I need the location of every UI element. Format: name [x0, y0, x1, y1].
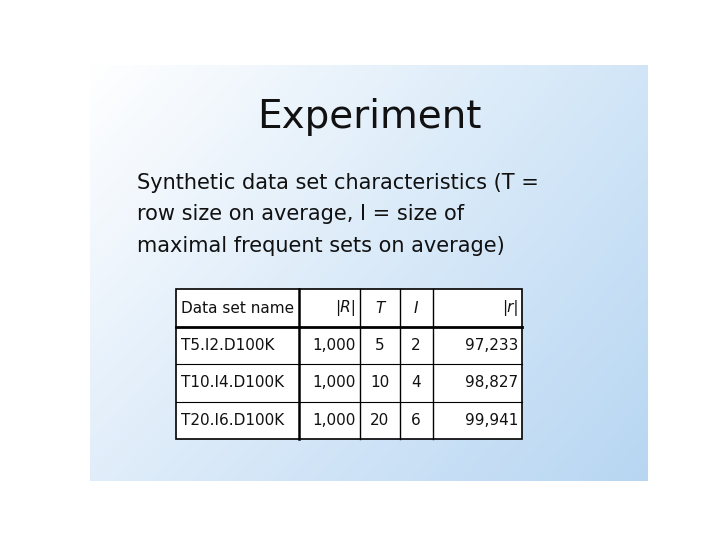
Text: 99,941: 99,941	[465, 413, 518, 428]
Text: 1,000: 1,000	[312, 375, 356, 390]
Text: Synthetic data set characteristics (T =: Synthetic data set characteristics (T =	[138, 173, 539, 193]
Text: 10: 10	[370, 375, 390, 390]
Text: row size on average, I = size of: row size on average, I = size of	[138, 205, 464, 225]
Text: 4: 4	[411, 375, 421, 390]
Text: T: T	[375, 301, 384, 315]
Text: T10.I4.D100K: T10.I4.D100K	[181, 375, 284, 390]
Text: I: I	[414, 301, 418, 315]
Text: T5.I2.D100K: T5.I2.D100K	[181, 338, 274, 353]
Text: 5: 5	[375, 338, 384, 353]
Text: maximal frequent sets on average): maximal frequent sets on average)	[138, 235, 505, 255]
Text: Experiment: Experiment	[257, 98, 481, 136]
Bar	[176, 289, 523, 439]
Text: 20: 20	[370, 413, 390, 428]
Text: 98,827: 98,827	[465, 375, 518, 390]
Text: 97,233: 97,233	[465, 338, 518, 353]
Text: Data set name: Data set name	[181, 301, 294, 315]
Text: T20.I6.D100K: T20.I6.D100K	[181, 413, 284, 428]
Text: 6: 6	[411, 413, 421, 428]
Text: 1,000: 1,000	[312, 338, 356, 353]
Text: |r|: |r|	[502, 300, 518, 316]
Text: |R|: |R|	[335, 300, 356, 316]
Text: 1,000: 1,000	[312, 413, 356, 428]
Text: 2: 2	[411, 338, 421, 353]
